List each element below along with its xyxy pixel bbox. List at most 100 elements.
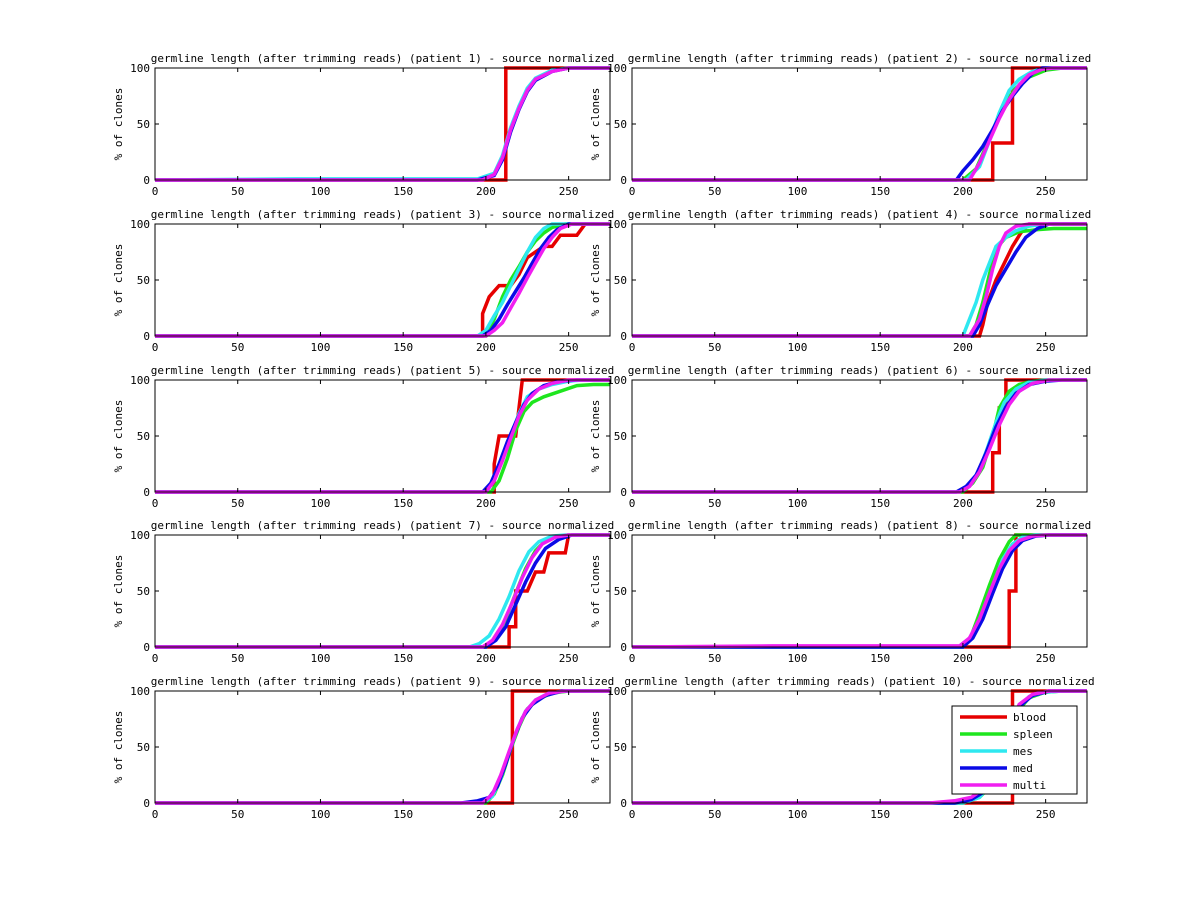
series-line-blood [632, 378, 1087, 494]
y-axis-label: % of clones [589, 244, 602, 317]
y-tick-label: 50 [614, 741, 627, 754]
x-tick-label: 250 [1036, 341, 1056, 354]
x-tick-label: 100 [311, 341, 331, 354]
y-tick-label: 50 [137, 430, 150, 443]
y-axis-label: % of clones [589, 711, 602, 784]
legend-item-med: med [960, 762, 1033, 775]
y-tick-label: 0 [620, 486, 627, 499]
legend-label: mes [1013, 745, 1033, 758]
y-tick-label: 50 [137, 274, 150, 287]
series-line-blood [155, 222, 610, 338]
x-tick-label: 0 [629, 185, 636, 198]
y-tick-label: 100 [607, 529, 627, 542]
series-group [155, 533, 610, 649]
series-line-multi [632, 222, 1087, 338]
x-tick-label: 50 [231, 808, 244, 821]
legend: blood spleen mes med multi [951, 705, 1078, 795]
y-tick-label: 0 [143, 641, 150, 654]
x-tick-label: 150 [870, 497, 890, 510]
y-tick-label: 100 [607, 374, 627, 387]
y-tick-label: 100 [130, 374, 150, 387]
plot-area [155, 224, 610, 336]
series-line-multi [155, 689, 610, 805]
x-tick-label: 200 [476, 185, 496, 198]
x-tick-label: 150 [393, 808, 413, 821]
y-axis-label: % of clones [112, 244, 125, 317]
plot-area [155, 380, 610, 492]
y-axis-label: % of clones [589, 400, 602, 473]
x-tick-label: 0 [629, 497, 636, 510]
x-tick-label: 200 [476, 497, 496, 510]
y-tick-label: 50 [614, 118, 627, 131]
y-axis-label: % of clones [589, 88, 602, 161]
y-tick-label: 50 [137, 741, 150, 754]
x-tick-label: 50 [708, 341, 721, 354]
y-tick-label: 100 [130, 218, 150, 231]
x-tick-label: 100 [788, 652, 808, 665]
x-tick-label: 250 [1036, 652, 1056, 665]
series-group [155, 378, 610, 494]
legend-label: spleen [1013, 728, 1053, 741]
series-line-multi [632, 378, 1087, 494]
series-line-spleen [155, 382, 610, 494]
y-tick-label: 50 [614, 274, 627, 287]
x-tick-label: 50 [231, 497, 244, 510]
series-line-blood [155, 533, 610, 649]
x-tick-label: 150 [393, 185, 413, 198]
legend-label: med [1013, 762, 1033, 775]
y-tick-label: 0 [143, 174, 150, 187]
plot-area [632, 380, 1087, 492]
series-line-multi [632, 66, 1087, 182]
x-tick-label: 100 [311, 497, 331, 510]
x-tick-label: 250 [559, 341, 579, 354]
y-tick-label: 100 [130, 62, 150, 75]
x-tick-label: 250 [559, 185, 579, 198]
x-tick-label: 150 [393, 652, 413, 665]
x-tick-label: 200 [953, 497, 973, 510]
y-tick-label: 100 [607, 218, 627, 231]
x-tick-label: 250 [559, 497, 579, 510]
legend-item-blood: blood [960, 711, 1046, 724]
y-tick-label: 100 [130, 685, 150, 698]
subplot-title: germline length (after trimming reads) (… [151, 52, 615, 65]
x-tick-label: 100 [311, 185, 331, 198]
x-tick-label: 0 [152, 652, 159, 665]
y-tick-label: 0 [143, 486, 150, 499]
x-tick-label: 150 [870, 185, 890, 198]
x-tick-label: 150 [870, 652, 890, 665]
x-tick-label: 250 [559, 808, 579, 821]
x-tick-label: 200 [476, 341, 496, 354]
y-tick-label: 50 [137, 118, 150, 131]
x-tick-label: 50 [708, 808, 721, 821]
x-tick-label: 250 [1036, 808, 1056, 821]
legend-item-multi: multi [960, 779, 1046, 792]
x-tick-label: 200 [953, 185, 973, 198]
plot-area [155, 68, 610, 180]
series-line-med [632, 222, 1087, 338]
y-axis-label: % of clones [112, 88, 125, 161]
series-line-multi [155, 222, 610, 338]
subplot-title: germline length (after trimming reads) (… [151, 519, 615, 532]
series-group [155, 222, 610, 338]
subplot-title: germline length (after trimming reads) (… [151, 208, 615, 221]
y-axis-label: % of clones [589, 555, 602, 628]
legend-item-mes: mes [960, 745, 1033, 758]
y-tick-label: 0 [620, 330, 627, 343]
subplot-title: germline length (after trimming reads) (… [628, 52, 1092, 65]
y-tick-label: 50 [614, 430, 627, 443]
subplot-title: germline length (after trimming reads) (… [151, 675, 615, 688]
legend-label: blood [1013, 711, 1046, 724]
x-tick-label: 100 [788, 341, 808, 354]
subplot-title: germline length (after trimming reads) (… [624, 675, 1094, 688]
y-tick-label: 0 [620, 174, 627, 187]
x-tick-label: 50 [708, 185, 721, 198]
x-tick-label: 200 [953, 652, 973, 665]
y-tick-label: 100 [607, 685, 627, 698]
x-tick-label: 150 [393, 497, 413, 510]
x-tick-label: 200 [476, 808, 496, 821]
x-tick-label: 250 [1036, 185, 1056, 198]
